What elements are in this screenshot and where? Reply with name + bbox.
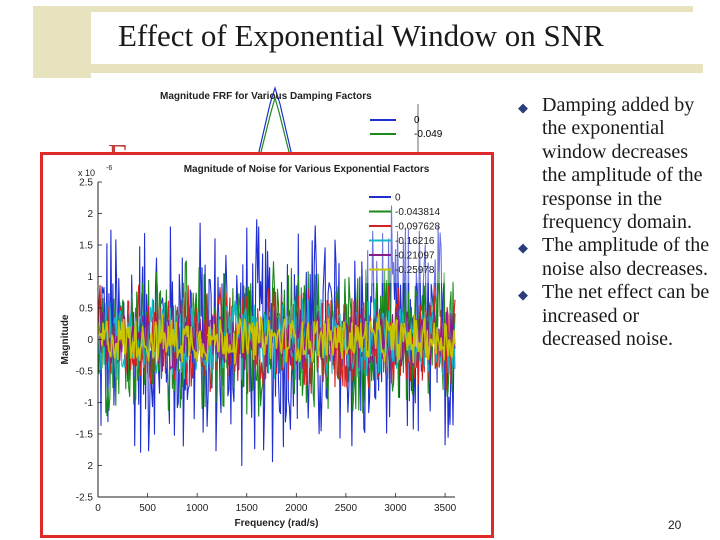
y-tick-label: 0: [87, 335, 93, 346]
y-tick-label: 2.5: [79, 178, 93, 189]
bullet-list: ◆ Damping added by the exponential window…: [516, 94, 716, 351]
bullet-item: ◆ The amplitude of the noise also decreas…: [516, 234, 716, 281]
frf-legend-label: 0: [414, 114, 420, 126]
y-tick-label: 2: [87, 209, 93, 220]
y-tick-label: -1.5: [76, 430, 94, 441]
title-accent-bar: [33, 6, 693, 12]
legend-label: -0.043814: [395, 207, 440, 218]
bullet-text: The amplitude of the noise also decrease…: [542, 234, 710, 280]
legend-label: -0.25978: [395, 265, 435, 276]
y-tick-label: 2: [87, 461, 93, 472]
frf-legend-swatch: [370, 119, 396, 121]
y-axis-label: Magnitude: [60, 314, 71, 364]
slide-number: 20: [668, 518, 682, 532]
frf-peak-blue: [257, 85, 293, 156]
x-axis-label: Frequency (rad/s): [235, 518, 319, 529]
diamond-bullet-icon: ◆: [518, 287, 528, 303]
y-tick-label: 1: [87, 272, 93, 283]
frf-chart-background: [257, 85, 419, 156]
x-tick-label: 2500: [335, 503, 358, 514]
series-line-5: [97, 313, 456, 365]
bullet-text: Damping added by the exponential window …: [542, 94, 703, 234]
diamond-bullet-icon: ◆: [518, 240, 528, 256]
y-exponent-power: -6: [106, 165, 112, 172]
frf-legend: 0 -0.049: [370, 113, 490, 141]
bullet-text: The net effect can be increased or decre…: [542, 281, 710, 351]
diamond-bullet-icon: ◆: [518, 100, 528, 115]
x-tick-label: 3500: [434, 503, 457, 514]
bullet-item: ◆ Damping added by the exponential window…: [516, 94, 716, 234]
noise-chart: Magnitude of Noise for Various Exponenti…: [60, 164, 457, 529]
y-tick-label: -1: [84, 398, 93, 409]
legend-box: [365, 188, 455, 283]
y-tick-label: -0.5: [76, 367, 94, 378]
y-tick-label: -2.5: [76, 493, 94, 504]
x-tick-label: 1500: [236, 503, 259, 514]
chart-title: Magnitude of Noise for Various Exponenti…: [184, 164, 430, 175]
y-tick-label: 1.5: [79, 241, 93, 252]
y-exponent-label: x 10: [78, 168, 95, 178]
left-accent-block: [33, 6, 91, 78]
slide-title: Effect of Exponential Window on SNR: [118, 18, 604, 53]
series-line-2: [97, 284, 456, 394]
frf-legend-entry: 0: [370, 113, 490, 127]
x-tick-label: 1000: [186, 503, 209, 514]
y-tick-label: 0.5: [79, 304, 93, 315]
x-tick-label: 3000: [384, 503, 407, 514]
title-underline-bar: [91, 64, 703, 73]
x-tick-label: 0: [95, 503, 101, 514]
legend-label: -0.16216: [395, 236, 435, 247]
frf-legend-entry: -0.049: [370, 127, 490, 141]
x-tick-label: 500: [139, 503, 156, 514]
frf-peak-green: [259, 95, 291, 156]
bullet-item: ◆ The net effect can be increased or decr…: [516, 281, 716, 351]
legend-label: -0.097628: [395, 222, 440, 233]
frf-legend-swatch: [370, 133, 396, 135]
legend-label: -0.21097: [395, 251, 435, 262]
frf-chart-title: Magnitude FRF for Various Damping Factor…: [160, 91, 372, 102]
legend-label: 0: [395, 193, 401, 204]
frf-legend-label: -0.049: [414, 128, 443, 140]
x-tick-label: 2000: [285, 503, 308, 514]
